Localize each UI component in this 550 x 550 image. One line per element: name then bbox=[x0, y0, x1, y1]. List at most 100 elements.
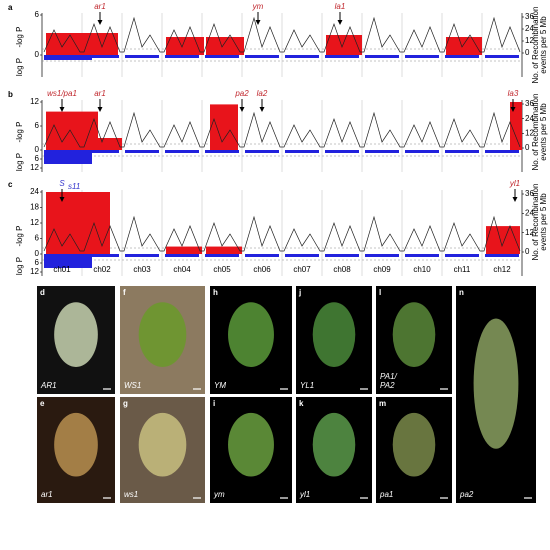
chrom-label: ch07 bbox=[293, 265, 311, 274]
photo-caption: PA1/ bbox=[380, 372, 398, 381]
signal-positive bbox=[206, 37, 244, 55]
y2-tick-label: 12 bbox=[525, 128, 534, 137]
signal-negative bbox=[325, 55, 359, 58]
y-tick-label: 0 bbox=[35, 249, 40, 258]
gene-arrowhead bbox=[59, 107, 65, 112]
y2-tick-label: 36 bbox=[525, 99, 534, 108]
photo-caption: WS1 bbox=[124, 381, 141, 390]
signal-positive bbox=[46, 111, 98, 150]
y-tick-label: 24 bbox=[30, 187, 39, 196]
y2-tick-label: 24 bbox=[525, 114, 534, 123]
plant bbox=[473, 318, 519, 449]
y2-tick-label: 0 bbox=[525, 247, 530, 256]
panel-letter: c bbox=[8, 180, 13, 189]
photo-letter: l bbox=[379, 288, 381, 297]
signal-positive bbox=[46, 33, 118, 55]
y-tick-label: 12 bbox=[30, 97, 39, 106]
gene-arrowhead bbox=[97, 20, 103, 25]
signal-negative bbox=[165, 254, 199, 257]
y2-tick-label: 0 bbox=[525, 143, 530, 152]
signal-negative bbox=[165, 55, 199, 58]
photo-caption: ws1 bbox=[124, 490, 138, 499]
y-tick-label: 6 bbox=[35, 154, 40, 163]
panel-letter: b bbox=[8, 90, 13, 99]
signal-negative bbox=[285, 150, 319, 153]
plant bbox=[228, 412, 274, 477]
gene-arrowhead bbox=[97, 107, 103, 112]
y2-tick-label: 36 bbox=[525, 189, 534, 198]
plant bbox=[138, 412, 187, 477]
signal-positive bbox=[510, 102, 522, 150]
axis-label: No. of Recombination bbox=[531, 94, 540, 171]
axis-label: log P bbox=[15, 153, 24, 171]
y-tick-label: 18 bbox=[30, 203, 39, 212]
gene-label: la3 bbox=[508, 89, 519, 98]
y-tick-label: 0 bbox=[35, 145, 40, 154]
gene-arrowhead bbox=[512, 197, 518, 202]
gene-label: S bbox=[59, 179, 65, 188]
signal-negative bbox=[44, 254, 92, 268]
y-tick-label: 6 bbox=[35, 234, 40, 243]
axis-label: No. of Recombination bbox=[531, 7, 540, 84]
signal-negative bbox=[485, 254, 519, 257]
signal-negative bbox=[165, 150, 199, 153]
signal-negative bbox=[485, 55, 519, 58]
y2-tick-label: 12 bbox=[525, 36, 534, 45]
signal-negative bbox=[405, 254, 439, 257]
axis-label: log P bbox=[15, 58, 24, 76]
y-tick-label: 6 bbox=[35, 258, 40, 267]
signal-negative bbox=[285, 55, 319, 58]
axis-label: -log P bbox=[15, 27, 24, 48]
signal-negative bbox=[85, 254, 119, 257]
signal-negative bbox=[125, 55, 159, 58]
gene-label: la2 bbox=[257, 89, 268, 98]
photo-caption: PA2 bbox=[380, 381, 395, 390]
y-tick-label: 0 bbox=[35, 50, 40, 59]
y2-tick-label: 36 bbox=[525, 12, 534, 21]
gene-label: pa2 bbox=[234, 89, 249, 98]
signal-negative bbox=[245, 254, 279, 257]
y-tick-label: 12 bbox=[30, 218, 39, 227]
signal-negative bbox=[44, 150, 92, 164]
plant bbox=[54, 302, 98, 367]
chrom-label: ch06 bbox=[253, 265, 271, 274]
signal-negative bbox=[125, 150, 159, 153]
recombination-line bbox=[43, 16, 521, 53]
chrom-label: ch03 bbox=[133, 265, 151, 274]
signal-negative bbox=[245, 150, 279, 153]
y-tick-label: 6 bbox=[35, 10, 40, 19]
plant bbox=[312, 302, 356, 367]
gene-label: la1 bbox=[335, 2, 346, 11]
photo-letter: g bbox=[123, 399, 128, 408]
y2-tick-label: 24 bbox=[525, 24, 534, 33]
signal-negative bbox=[445, 254, 479, 257]
signal-negative bbox=[85, 150, 119, 153]
axis-label: -log P bbox=[15, 122, 24, 143]
photo-letter: j bbox=[298, 288, 301, 297]
chrom-label: ch12 bbox=[493, 265, 511, 274]
y-tick-label: 12 bbox=[30, 163, 39, 172]
signal-positive bbox=[486, 226, 520, 254]
signal-negative bbox=[325, 150, 359, 153]
photo-letter: k bbox=[299, 399, 304, 408]
signal-positive bbox=[166, 37, 204, 55]
gene-arrowhead bbox=[510, 107, 516, 112]
y-tick-label: 12 bbox=[30, 267, 39, 276]
axis-label: No. of Recombination bbox=[531, 184, 540, 261]
photo-caption: yl1 bbox=[299, 490, 310, 499]
signal-positive bbox=[166, 246, 202, 254]
gene-label: ar1 bbox=[94, 2, 106, 11]
signal-negative bbox=[445, 150, 479, 153]
y-tick-label: 6 bbox=[35, 121, 40, 130]
photo-caption: pa2 bbox=[459, 490, 474, 499]
gene-label: ar1 bbox=[94, 89, 106, 98]
photo-caption: AR1 bbox=[40, 381, 57, 390]
recombination-line bbox=[43, 111, 521, 148]
photo-letter: i bbox=[213, 399, 215, 408]
signal-negative bbox=[245, 55, 279, 58]
axis-label: -log P bbox=[15, 226, 24, 247]
axis-label: events per 5 Mb bbox=[539, 103, 548, 161]
signal-positive bbox=[46, 192, 110, 254]
signal-negative bbox=[405, 150, 439, 153]
